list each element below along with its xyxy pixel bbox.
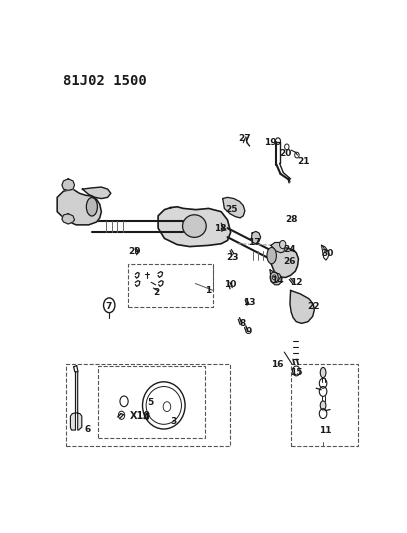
Text: X10: X10 bbox=[130, 411, 151, 421]
Text: 7: 7 bbox=[105, 302, 112, 311]
Ellipse shape bbox=[183, 215, 206, 237]
Text: 19: 19 bbox=[264, 138, 276, 147]
Polygon shape bbox=[271, 243, 285, 253]
Text: 25: 25 bbox=[225, 205, 238, 214]
Text: 1: 1 bbox=[206, 286, 212, 295]
Polygon shape bbox=[269, 248, 298, 277]
Text: 13: 13 bbox=[243, 298, 255, 308]
Text: 17: 17 bbox=[248, 238, 260, 247]
Text: 11: 11 bbox=[319, 425, 332, 434]
Text: 26: 26 bbox=[284, 257, 296, 266]
Text: 12: 12 bbox=[290, 278, 302, 287]
Polygon shape bbox=[223, 197, 245, 218]
Polygon shape bbox=[290, 290, 314, 324]
Text: 29: 29 bbox=[128, 247, 141, 256]
Ellipse shape bbox=[86, 198, 97, 216]
Text: 81J02 1500: 81J02 1500 bbox=[63, 74, 147, 88]
Polygon shape bbox=[82, 187, 111, 199]
Text: 30: 30 bbox=[322, 249, 334, 258]
Text: 20: 20 bbox=[280, 149, 292, 158]
Text: 9: 9 bbox=[246, 327, 252, 336]
Polygon shape bbox=[57, 189, 101, 225]
Text: 24: 24 bbox=[284, 245, 296, 254]
Polygon shape bbox=[70, 372, 82, 430]
Text: 6: 6 bbox=[84, 425, 90, 434]
Text: 16: 16 bbox=[271, 360, 284, 369]
Bar bbox=[98, 366, 205, 438]
Text: 5: 5 bbox=[147, 398, 153, 407]
Polygon shape bbox=[62, 214, 74, 224]
Polygon shape bbox=[158, 207, 231, 247]
Bar bbox=[291, 365, 359, 447]
Text: 27: 27 bbox=[239, 134, 251, 143]
Text: 8: 8 bbox=[240, 319, 246, 328]
Text: 18: 18 bbox=[214, 224, 227, 233]
Polygon shape bbox=[252, 231, 260, 244]
Text: 28: 28 bbox=[285, 215, 298, 224]
Text: 4: 4 bbox=[142, 413, 149, 422]
Text: 2: 2 bbox=[153, 288, 160, 297]
Polygon shape bbox=[270, 270, 282, 285]
Text: 10: 10 bbox=[225, 280, 237, 289]
Bar bbox=[128, 264, 213, 307]
Bar bbox=[66, 365, 230, 447]
Ellipse shape bbox=[267, 247, 276, 264]
Text: 14: 14 bbox=[271, 276, 284, 285]
Text: 23: 23 bbox=[226, 253, 239, 262]
Circle shape bbox=[280, 240, 286, 248]
Text: 21: 21 bbox=[298, 157, 310, 166]
Polygon shape bbox=[284, 253, 293, 257]
Polygon shape bbox=[62, 179, 74, 190]
Text: 15: 15 bbox=[290, 368, 302, 377]
Ellipse shape bbox=[320, 367, 326, 378]
Text: 22: 22 bbox=[307, 302, 319, 311]
Text: 3: 3 bbox=[171, 417, 177, 426]
Ellipse shape bbox=[320, 401, 326, 410]
